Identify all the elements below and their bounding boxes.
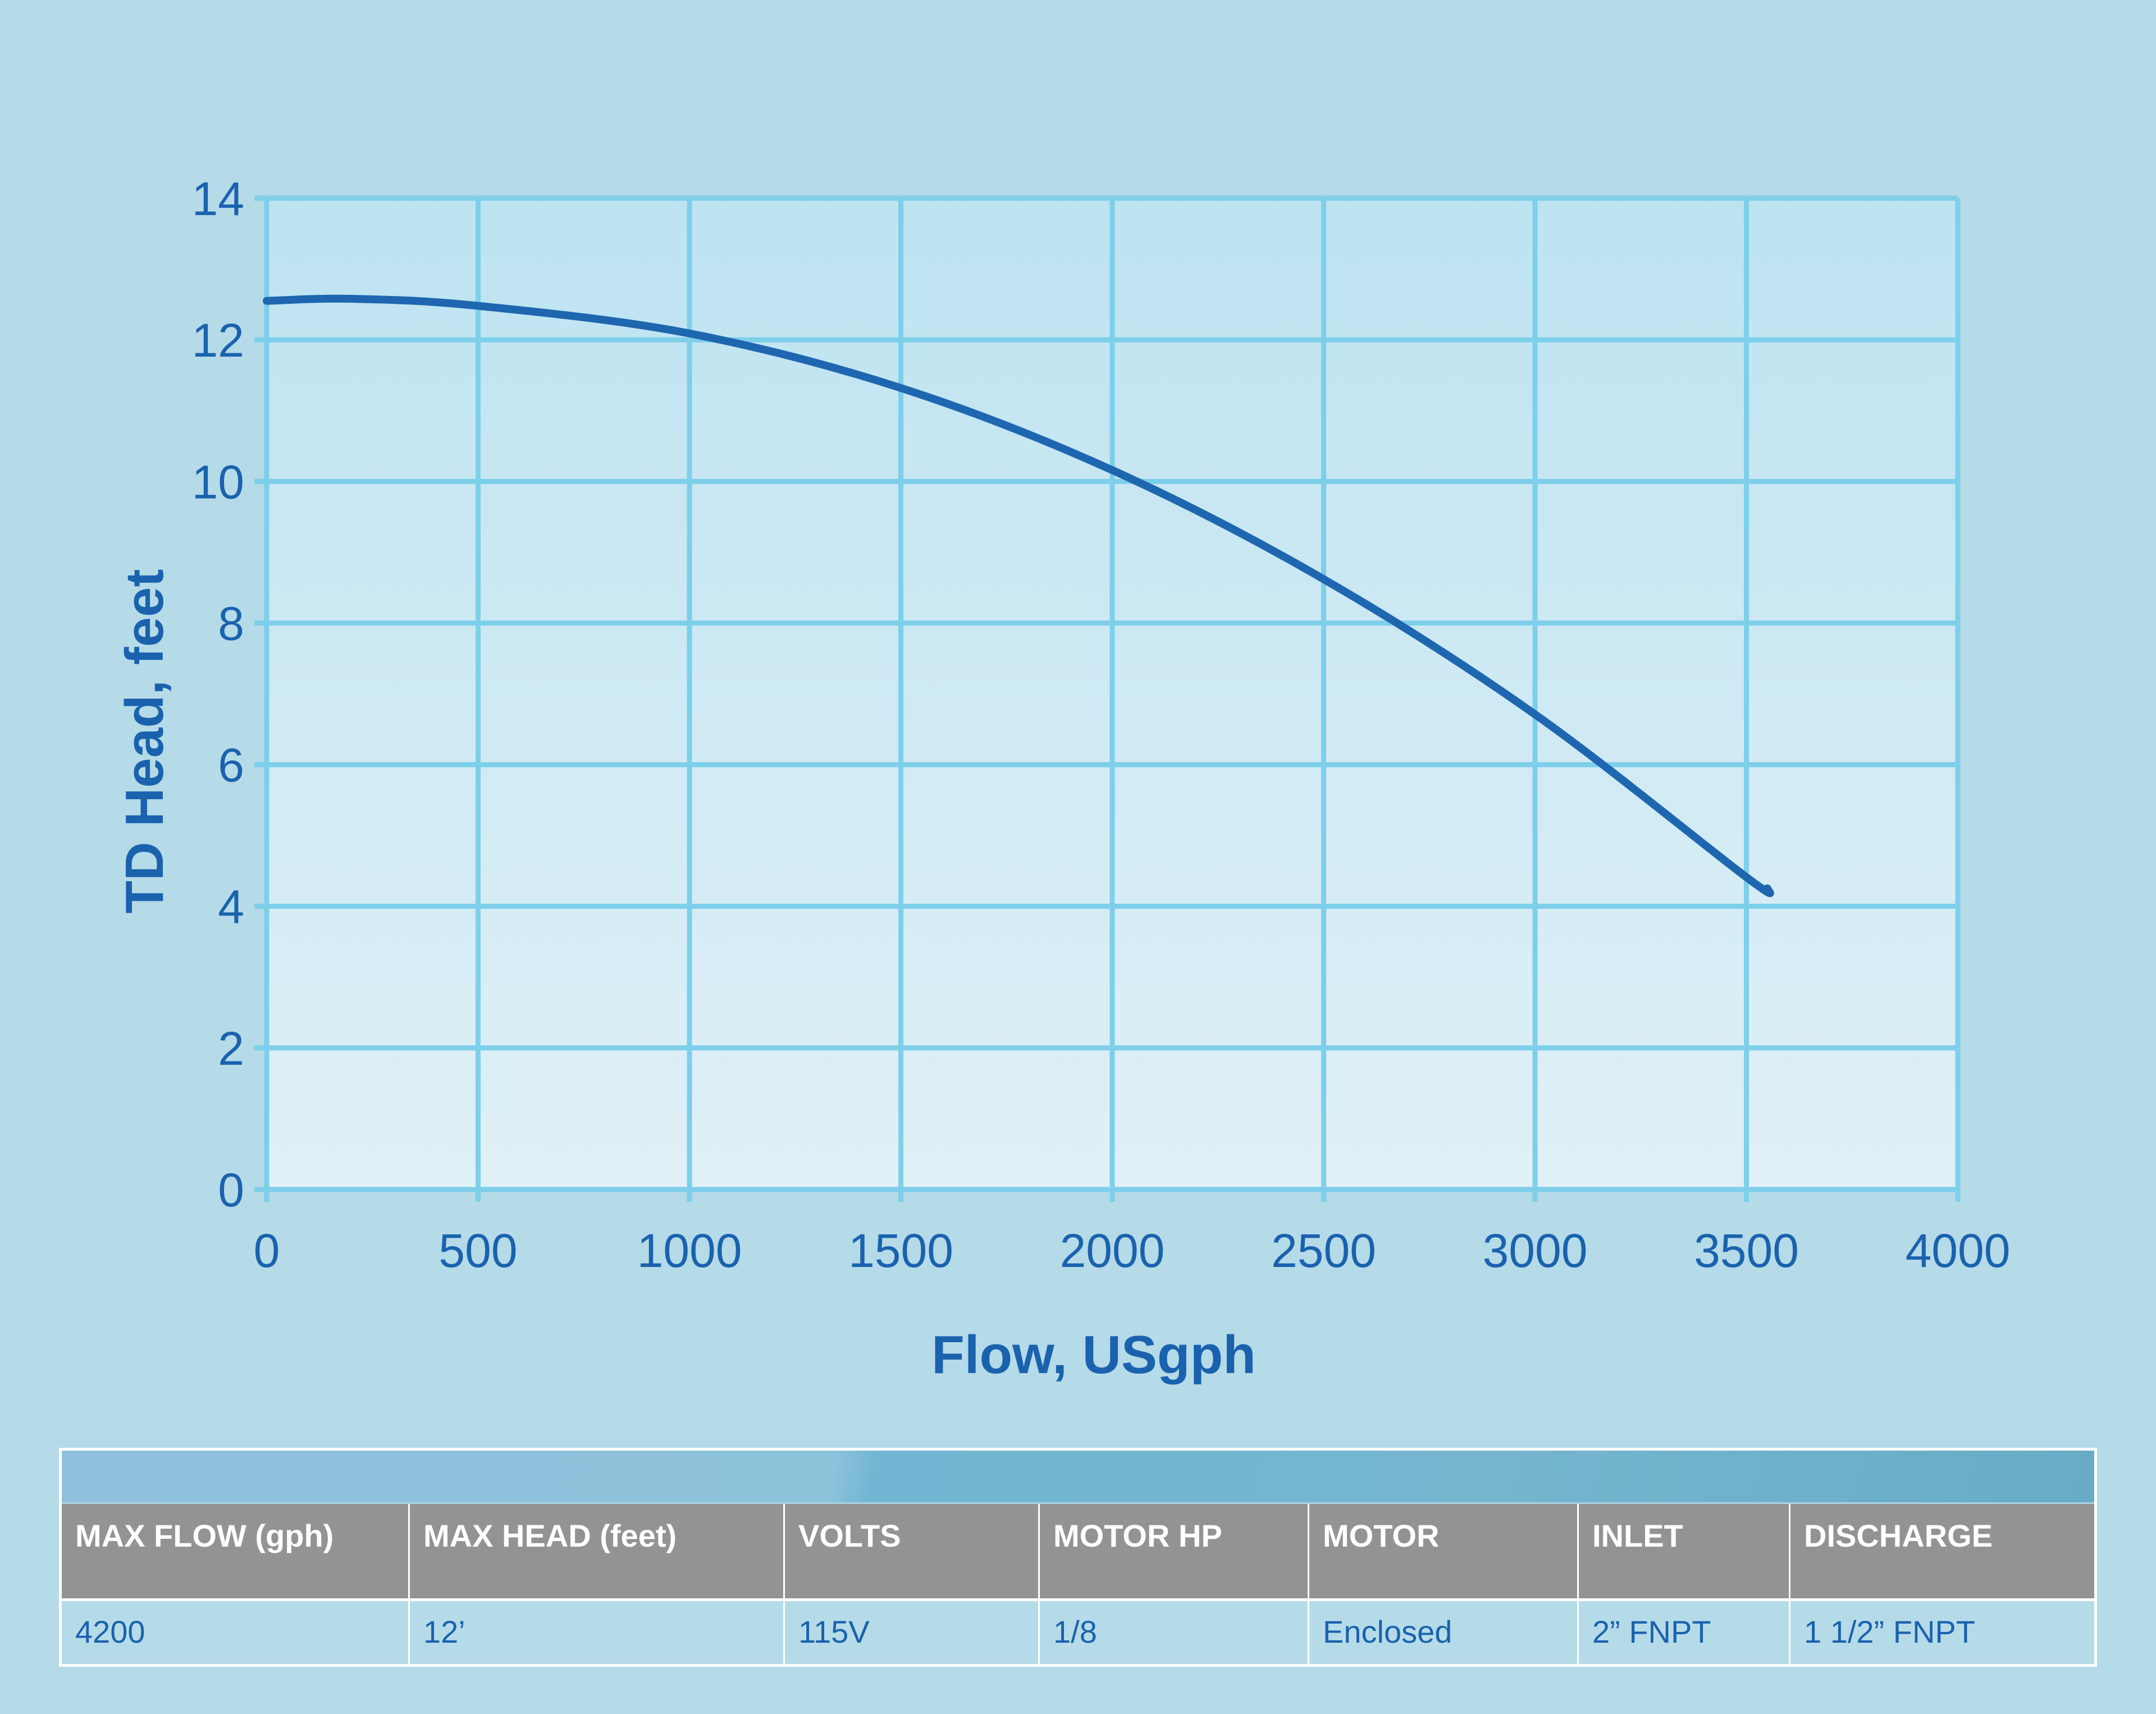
- value-volts: 115V: [785, 1601, 1040, 1664]
- y-tick-label: 14: [192, 172, 244, 225]
- header-volts: VOLTS: [785, 1504, 1040, 1598]
- pump-curve-line: [263, 294, 1774, 897]
- spec-table: MAX FLOW (gph) MAX HEAD (feet) VOLTS MOT…: [59, 1448, 2097, 1667]
- y-tick-label: 12: [192, 314, 244, 367]
- y-tick-label: 8: [218, 597, 244, 650]
- y-tick-label: 10: [192, 455, 244, 508]
- x-tick-label: 3500: [1694, 1224, 1799, 1277]
- table-header-band: [62, 1451, 2094, 1504]
- table-header-row: MAX FLOW (gph) MAX HEAD (feet) VOLTS MOT…: [62, 1504, 2094, 1601]
- header-inlet: INLET: [1579, 1504, 1790, 1598]
- value-discharge: 1 1/2” FNPT: [1804, 1614, 1975, 1649]
- header-max-flow: MAX FLOW (gph): [62, 1504, 410, 1598]
- value-motor-hp: 1/8: [1040, 1601, 1309, 1664]
- x-tick-label: 500: [438, 1224, 517, 1277]
- value-motor: Enclosed: [1309, 1601, 1579, 1664]
- x-tick-label: 2500: [1271, 1224, 1376, 1277]
- grid-lines: [254, 195, 1961, 1202]
- y-tick-label: 4: [218, 881, 244, 933]
- value-max-head: 12’: [410, 1601, 785, 1664]
- y-tick-label: 6: [218, 739, 244, 792]
- x-tick-label: 3000: [1483, 1224, 1588, 1277]
- x-tick-label: 2000: [1060, 1224, 1165, 1277]
- x-tick-label: 1000: [637, 1224, 742, 1277]
- header-discharge: DISCHARGE: [1804, 1518, 1993, 1553]
- value-max-flow: 4200: [62, 1601, 410, 1664]
- x-tick-label: 1500: [848, 1224, 953, 1277]
- x-tick-label: 4000: [1906, 1224, 2011, 1277]
- x-tick-label: 0: [254, 1224, 280, 1277]
- y-tick-label: 0: [218, 1164, 244, 1216]
- header-motor-hp: MOTOR HP: [1040, 1504, 1309, 1598]
- value-inlet: 2” FNPT: [1579, 1601, 1790, 1664]
- x-axis-title: Flow, USgph: [931, 1325, 1256, 1385]
- header-max-head: MAX HEAD (feet): [410, 1504, 785, 1598]
- y-axis-ticks: 0 2 4 6 8 10 12 14: [192, 172, 244, 1216]
- pump-curve-chart: 0 2 4 6 8 10 12 14 0 500 1000 1500 2000 2500 3000 3500…: [115, 172, 2011, 1385]
- header-motor: MOTOR: [1309, 1504, 1579, 1598]
- y-tick-label: 2: [218, 1022, 244, 1075]
- x-axis-ticks: 0 500 1000 1500 2000 2500 3000 3500 4000: [254, 1224, 2011, 1277]
- y-axis-title: TD Head, feet: [115, 569, 175, 913]
- table-row: 4200 12’ 115V 1/8 Enclosed 2” FNPT 1 1/2…: [62, 1601, 2094, 1664]
